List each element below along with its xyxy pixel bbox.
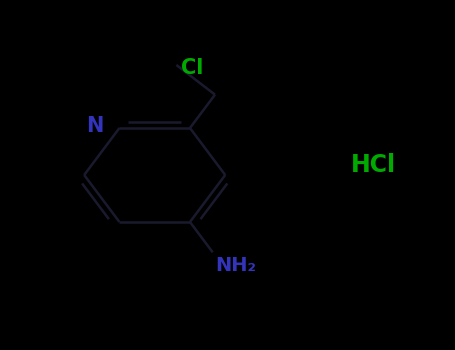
Text: HCl: HCl [350, 153, 396, 176]
Text: Cl: Cl [181, 58, 203, 78]
Text: N: N [86, 116, 104, 136]
Text: NH₂: NH₂ [215, 256, 256, 275]
